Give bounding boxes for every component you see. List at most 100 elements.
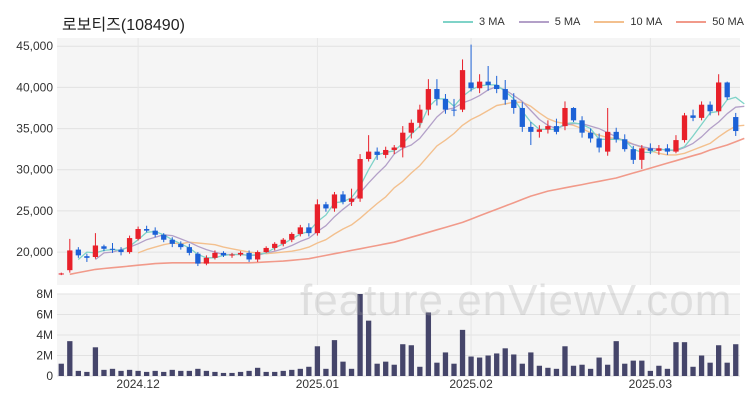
candle <box>178 241 184 250</box>
candle <box>254 250 261 262</box>
volume-bar <box>237 371 244 376</box>
candle <box>639 145 645 169</box>
volume-bar <box>664 368 671 376</box>
volume-bar <box>434 362 440 376</box>
candle-body <box>459 70 466 110</box>
candle-body <box>408 122 414 133</box>
volume-bar <box>289 369 295 376</box>
candle <box>348 188 355 206</box>
volume-bar <box>297 368 303 376</box>
candle <box>417 104 423 128</box>
candle <box>237 251 244 257</box>
candle <box>323 201 329 212</box>
volume-bar <box>109 368 116 376</box>
candle-body <box>391 147 397 150</box>
volume-bar <box>365 320 372 376</box>
volume-bar <box>605 364 611 376</box>
price-tick-label: 40,000 <box>16 80 53 94</box>
candle <box>562 101 568 131</box>
volume-bar <box>263 371 269 376</box>
candle <box>690 109 696 122</box>
legend-label: 10 MA <box>630 16 663 28</box>
volume-bar <box>733 344 739 376</box>
candle-body <box>101 246 107 249</box>
candle-body <box>417 109 423 123</box>
candle-body <box>579 120 585 133</box>
candle-body <box>400 132 406 148</box>
volume-bar <box>143 371 150 376</box>
candle <box>152 227 158 238</box>
candle-body <box>118 249 124 253</box>
candle-body <box>502 89 508 100</box>
candle-body <box>195 253 201 264</box>
volume-bar <box>203 370 210 376</box>
candle-body <box>690 115 696 118</box>
volume-bar <box>169 369 175 376</box>
volume-bar <box>485 355 491 376</box>
candle-body <box>434 89 440 99</box>
volume-bar <box>84 371 90 376</box>
candle <box>451 98 457 117</box>
volume-bar <box>272 371 278 376</box>
candle-body <box>323 204 329 209</box>
candle-body <box>656 148 662 151</box>
volume-bar <box>647 370 654 376</box>
candle <box>442 93 449 114</box>
candle <box>186 243 192 256</box>
candle <box>92 233 99 259</box>
candle-body <box>289 233 295 240</box>
volume-bar <box>152 370 158 376</box>
candle-body <box>365 151 372 160</box>
candle <box>135 226 141 241</box>
price-tick-label: 25,000 <box>16 204 53 218</box>
volume-bar <box>417 366 423 376</box>
candle-body <box>494 84 500 90</box>
legend-item: 5 MA <box>518 16 581 28</box>
volume-tick-label: 2M <box>36 349 53 363</box>
candle <box>374 147 380 160</box>
price-tick-label: 20,000 <box>16 245 53 259</box>
volume-bar <box>476 357 483 376</box>
candle <box>212 250 218 260</box>
candle <box>579 116 585 138</box>
candle-body <box>246 252 252 260</box>
volume-bar <box>178 370 184 376</box>
ma5-line <box>95 85 745 261</box>
candle <box>733 112 739 136</box>
volume-bar <box>195 368 201 376</box>
volume-bar <box>126 369 133 376</box>
legend-label: 5 MA <box>554 16 581 28</box>
candle <box>400 126 406 158</box>
volume-bar <box>220 372 227 376</box>
candle-body <box>664 148 671 152</box>
volume-bar <box>357 294 363 376</box>
candle <box>365 135 372 162</box>
candle <box>220 251 227 258</box>
volume-bar <box>323 368 329 376</box>
volume-bar <box>459 329 466 376</box>
volume-tick-label: 0 <box>46 369 53 383</box>
candle <box>536 125 543 138</box>
volume-bar <box>306 366 312 376</box>
volume-bar <box>716 345 722 376</box>
legend-item: 10 MA <box>594 16 662 28</box>
volume-tick-label: 8M <box>36 287 53 301</box>
candle <box>511 93 517 114</box>
candle <box>476 74 483 94</box>
candle <box>383 146 389 159</box>
volume-bar <box>442 352 449 376</box>
candle-body <box>528 126 534 132</box>
candle-body <box>570 107 577 121</box>
candle <box>272 242 278 251</box>
candle <box>391 145 397 155</box>
volume-tick-label: 6M <box>36 308 53 322</box>
volume-bar <box>67 341 73 376</box>
candle <box>246 250 252 262</box>
volume-bar <box>314 346 321 376</box>
candle-body <box>613 131 619 140</box>
volume-bar <box>528 352 534 376</box>
candle <box>494 75 500 94</box>
candle <box>340 191 346 205</box>
legend-swatch <box>518 21 549 23</box>
